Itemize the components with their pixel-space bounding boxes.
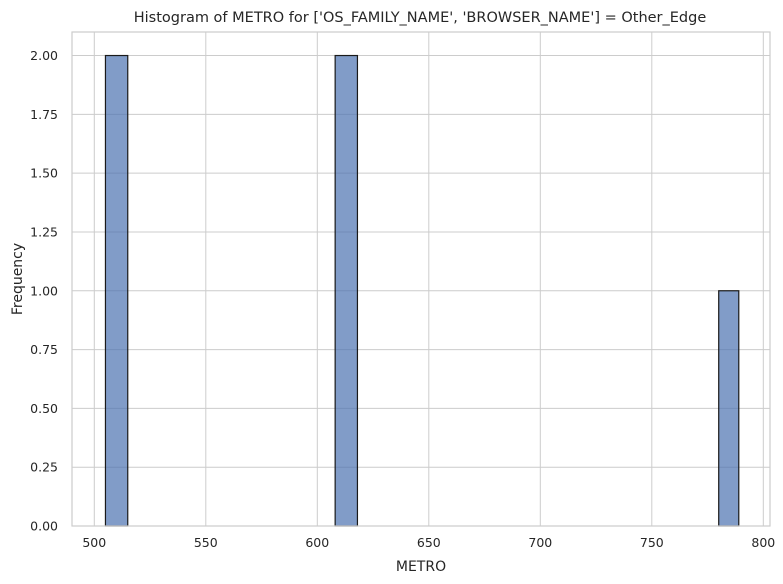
x-ticks: 500 550 600 650 700 750 800 — [82, 535, 775, 550]
y-tick-label: 1.25 — [30, 224, 58, 239]
y-tick-label: 1.50 — [30, 166, 58, 181]
x-axis-label: METRO — [396, 559, 446, 575]
y-tick-label: 0.00 — [30, 519, 58, 534]
x-tick-label: 650 — [417, 535, 441, 550]
histogram-bar — [718, 290, 740, 527]
y-tick-label: 1.00 — [30, 283, 58, 298]
y-tick-label: 0.50 — [30, 401, 58, 416]
y-tick-label: 1.75 — [30, 107, 58, 122]
plot-frame — [71, 31, 771, 527]
x-tick-label: 750 — [640, 535, 664, 550]
x-tick-label: 600 — [305, 535, 329, 550]
histogram-bar — [334, 54, 359, 527]
y-ticks: 0.00 0.25 0.50 0.75 1.00 1.25 1.50 1.75 2.00 — [30, 48, 58, 533]
x-tick-label: 700 — [528, 535, 552, 550]
grid — [72, 32, 770, 527]
y-axis-label: Frequency — [10, 243, 26, 315]
x-tick-label: 500 — [82, 535, 106, 550]
histogram-bar — [104, 54, 129, 527]
y-tick-label: 0.25 — [30, 460, 58, 475]
chart-title: Histogram of METRO for ['OS_FAMILY_NAME'… — [134, 10, 707, 26]
y-tick-label: 0.75 — [30, 342, 58, 357]
x-tick-label: 800 — [751, 535, 775, 550]
x-tick-label: 550 — [194, 535, 218, 550]
y-tick-label: 2.00 — [30, 48, 58, 63]
